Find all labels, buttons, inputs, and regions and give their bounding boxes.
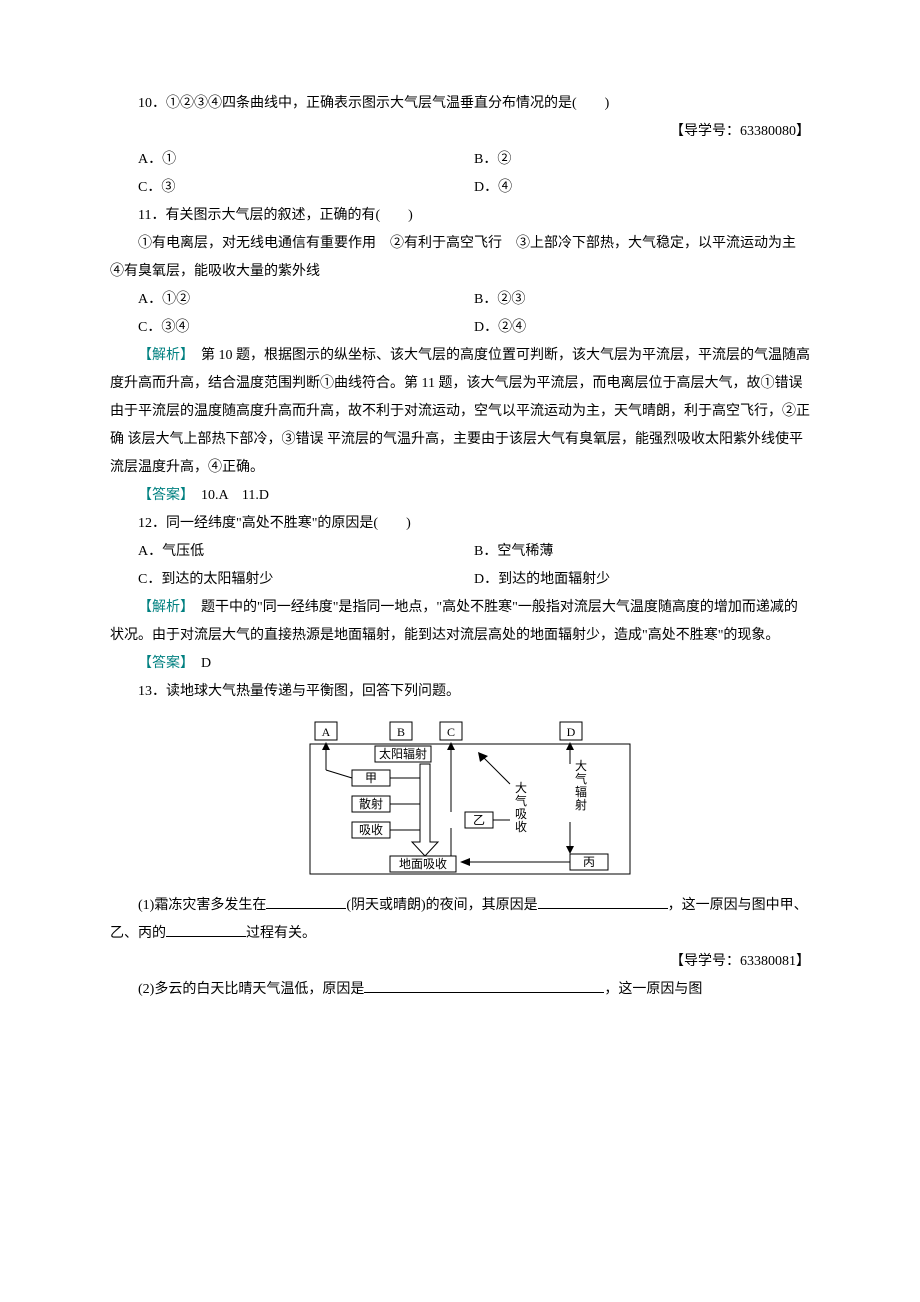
q11-options-row2: C．③④ D．②④	[110, 314, 810, 342]
q12-stem: 12．同一经纬度"高处不胜寒"的原因是( )	[110, 510, 810, 538]
diagram-label-bing: 丙	[583, 855, 595, 869]
analysis-2: 【解析】 题干中的"同一经纬度"是指同一地点，"高处不胜寒"一般指对流层大气温度…	[110, 594, 810, 650]
analysis-1-text: 第 10 题，根据图示的纵坐标、该大气层的高度位置可判断，该大气层为平流层，平流…	[110, 348, 810, 475]
q11-opt-c: C．③④	[138, 314, 474, 342]
q11-statements: ①有电离层，对无线电通信有重要作用 ②有利于高空飞行 ③上部冷下部热，大气稳定，…	[110, 230, 810, 286]
diagram-box-b: B	[397, 725, 405, 739]
q11-options-row1: A．①② B．②③	[110, 286, 810, 314]
q12-opt-d: D．到达的地面辐射少	[474, 566, 810, 594]
analysis-2-text: 题干中的"同一经纬度"是指同一地点，"高处不胜寒"一般指对流层大气温度随高度的增…	[110, 600, 798, 643]
q13-sub1-prefix: (1)霜冻灾害多发生在	[138, 898, 266, 913]
q13-stem: 13．读地球大气热量传递与平衡图，回答下列问题。	[110, 678, 810, 706]
fill-blank-1[interactable]	[266, 894, 346, 909]
q12-opt-a: A．气压低	[138, 538, 474, 566]
fill-blank-4[interactable]	[364, 978, 604, 993]
q11-opt-b: B．②③	[474, 286, 810, 314]
diagram-label-yi: 乙	[473, 813, 485, 827]
q13-sub1-mid1: (阴天或晴朗)的夜间，其原因是	[346, 898, 537, 913]
q12-opt-c: C．到达的太阳辐射少	[138, 566, 474, 594]
fill-blank-3[interactable]	[166, 922, 246, 937]
diagram-box-d: D	[567, 725, 576, 739]
q13-sub1: (1)霜冻灾害多发生在(阴天或晴朗)的夜间，其原因是，这一原因与图中甲、乙、丙的…	[110, 892, 810, 948]
q12-options-row1: A．气压低 B．空气稀薄	[110, 538, 810, 566]
diagram-label-atm-rad: 大气辐射	[575, 759, 587, 812]
q13-sub1-suffix: 过程有关。	[246, 926, 316, 941]
diagram-label-atm-absorb: 大气吸收	[515, 781, 527, 834]
answer-1-text: 10.A 11.D	[187, 488, 269, 503]
q13-sub2-suffix: ，这一原因与图	[604, 982, 702, 997]
answer-2-label: 【答案】	[138, 656, 187, 671]
q11-opt-a: A．①②	[138, 286, 474, 314]
q11-opt-d: D．②④	[474, 314, 810, 342]
analysis-2-label: 【解析】	[138, 600, 187, 615]
diagram-label-scatter: 散射	[359, 796, 383, 811]
answer-2: 【答案】 D	[110, 650, 810, 678]
q13-guide: 【导学号：63380081】	[110, 948, 810, 976]
q10-opt-c: C．③	[138, 174, 474, 202]
q13-sub2-prefix: (2)多云的白天比晴天气温低，原因是	[138, 982, 364, 997]
q10-guide: 【导学号：63380080】	[110, 118, 810, 146]
diagram-label-jia: 甲	[365, 771, 377, 785]
q10-options-row1: A．① B．②	[110, 146, 810, 174]
q10-options-row2: C．③ D．④	[110, 174, 810, 202]
q12-options-row2: C．到达的太阳辐射少 D．到达的地面辐射少	[110, 566, 810, 594]
q10-stem: 10．①②③④四条曲线中，正确表示图示大气层气温垂直分布情况的是( )	[110, 90, 810, 118]
q11-stem: 11．有关图示大气层的叙述，正确的有( )	[110, 202, 810, 230]
diagram-label-ground: 地面吸收	[399, 857, 447, 871]
answer-1: 【答案】 10.A 11.D	[110, 482, 810, 510]
q10-opt-d: D．④	[474, 174, 810, 202]
analysis-1-label: 【解析】	[138, 348, 187, 363]
q13-sub2: (2)多云的白天比晴天气温低，原因是 ，这一原因与图	[110, 976, 810, 1004]
diagram-box-a: A	[322, 725, 331, 739]
answer-2-text: D	[187, 656, 211, 671]
q10-opt-b: B．②	[474, 146, 810, 174]
q10-opt-a: A．①	[138, 146, 474, 174]
answer-1-label: 【答案】	[138, 488, 187, 503]
q12-opt-b: B．空气稀薄	[474, 538, 810, 566]
analysis-1: 【解析】 第 10 题，根据图示的纵坐标、该大气层的高度位置可判断，该大气层为平…	[110, 342, 810, 482]
q13-diagram: A B C D 太阳辐射 甲 散射 吸收 地面吸收 乙 大气	[110, 714, 810, 884]
fill-blank-2[interactable]	[538, 894, 668, 909]
diagram-label-sun: 太阳辐射	[379, 746, 427, 761]
diagram-label-absorb: 吸收	[359, 823, 383, 837]
diagram-box-c: C	[447, 725, 455, 739]
